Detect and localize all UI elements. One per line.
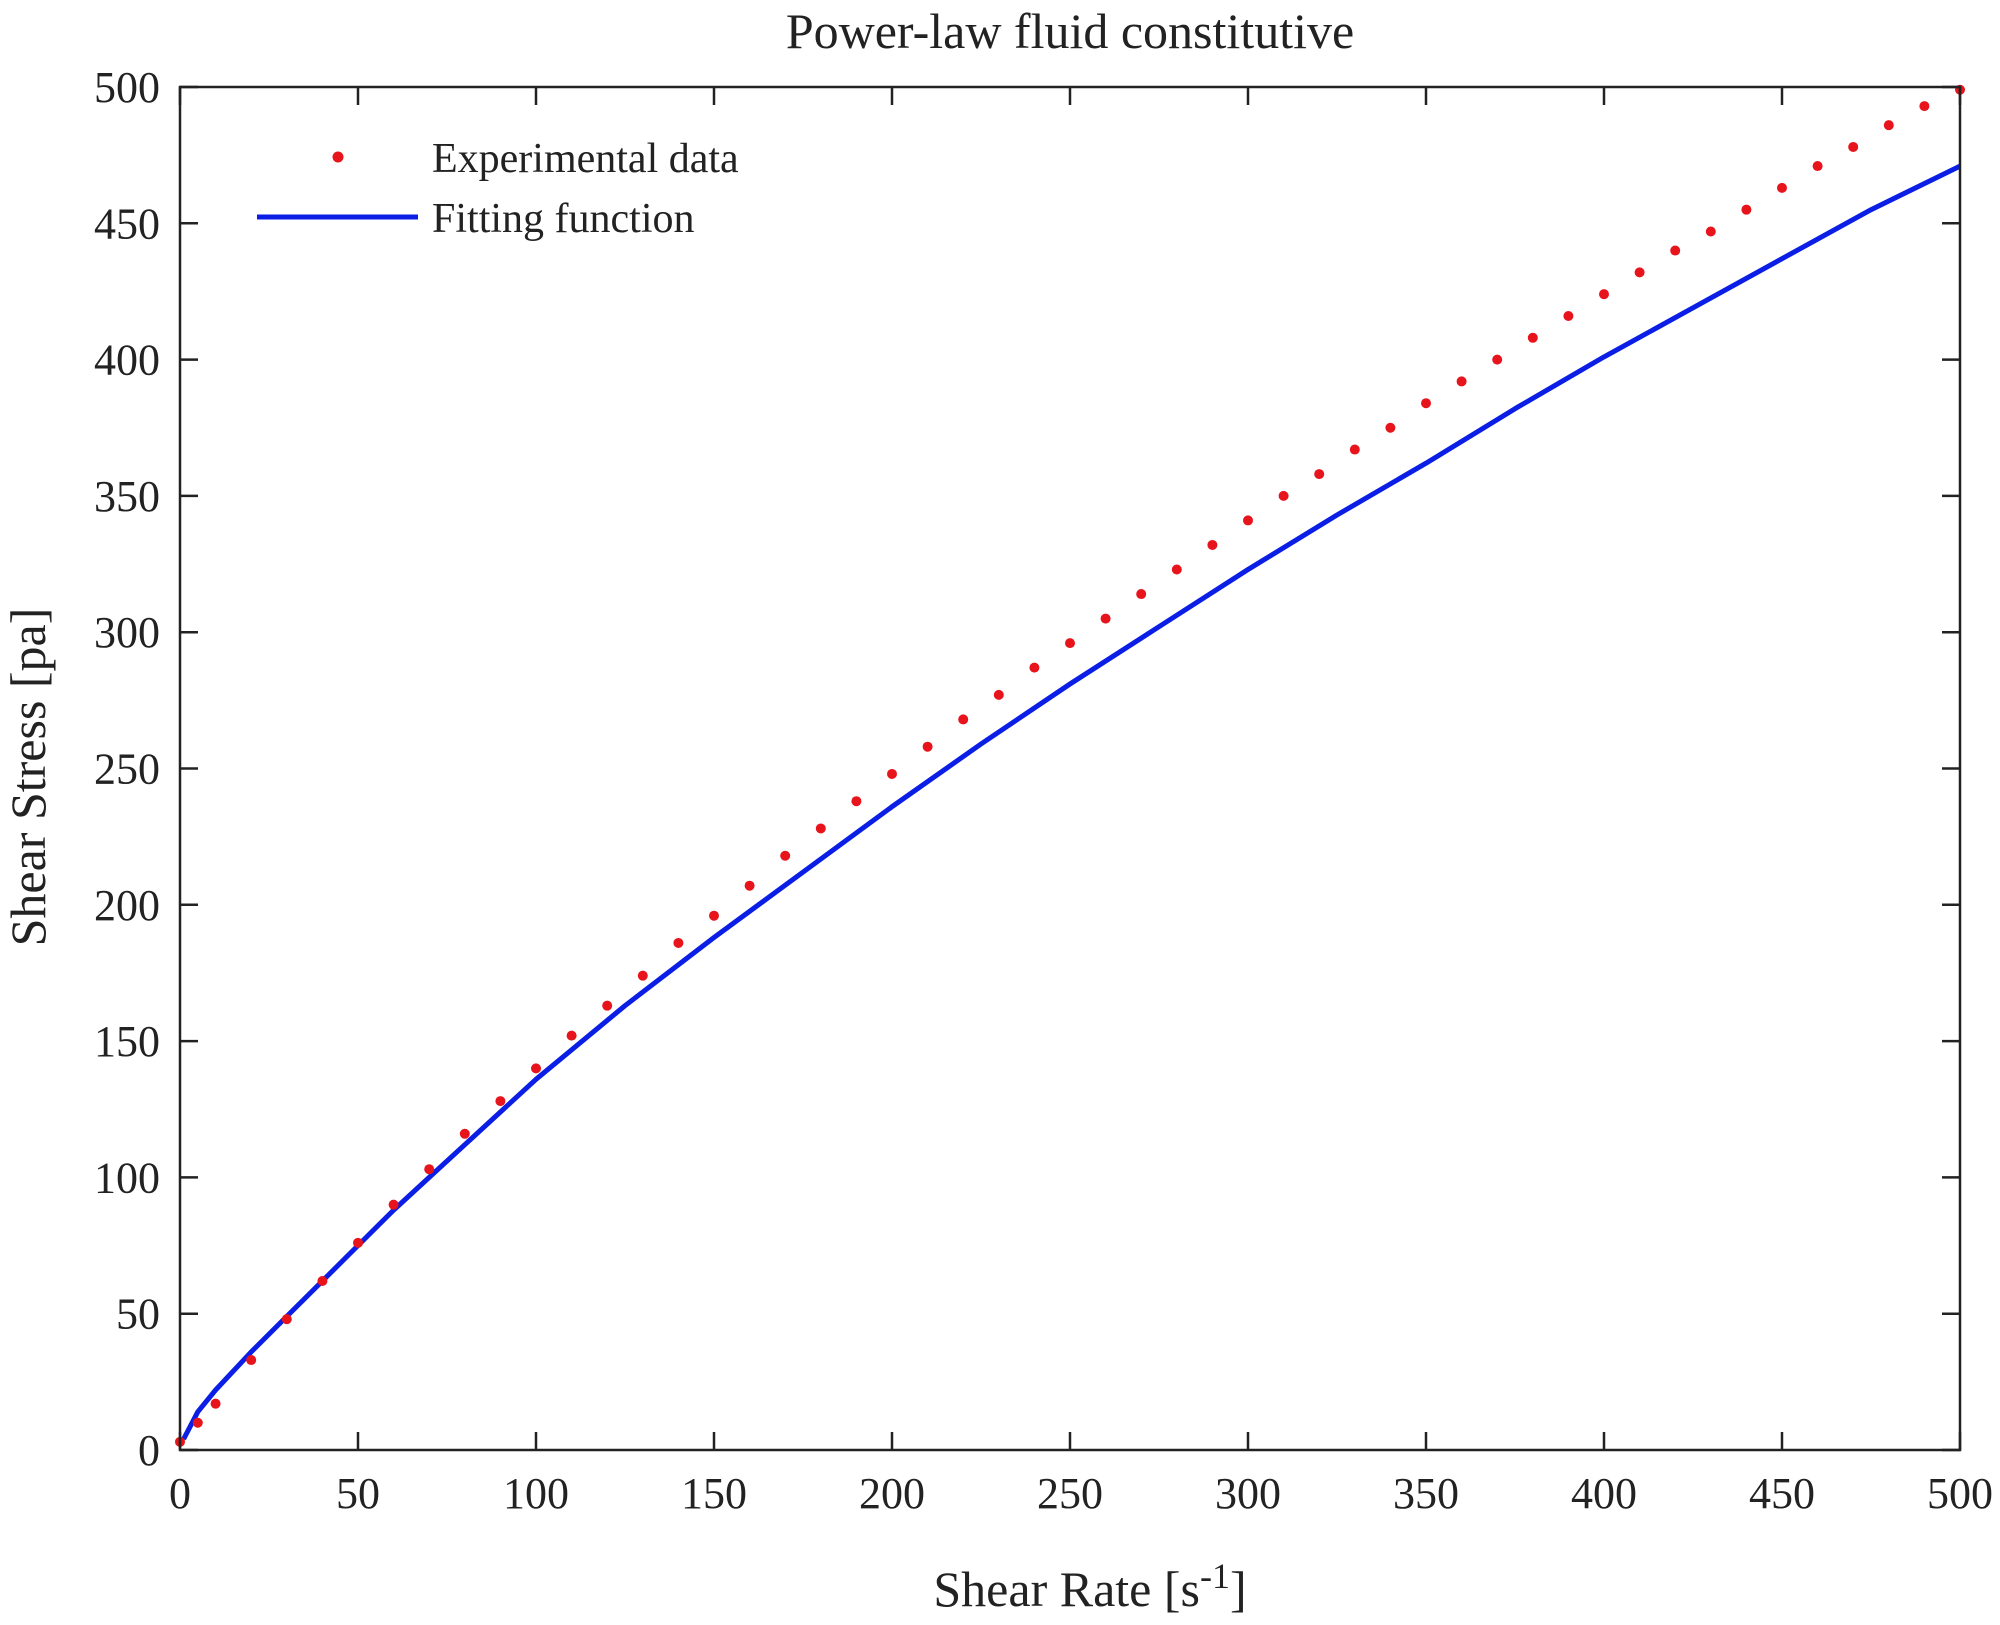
data-point [1456, 376, 1467, 387]
data-point [1385, 422, 1396, 433]
data-point [851, 796, 862, 807]
y-tick-label: 350 [94, 472, 160, 521]
y-tick-label: 150 [94, 1017, 160, 1066]
data-point [1136, 589, 1147, 600]
data-point [1207, 539, 1218, 550]
data-point [1243, 515, 1253, 526]
data-point [388, 1199, 399, 1210]
data-point [1741, 204, 1752, 215]
legend-label: Fitting function [432, 196, 695, 242]
y-tick-label: 300 [94, 608, 160, 657]
y-tick-label: 400 [94, 336, 160, 385]
data-point [1670, 245, 1681, 256]
data-point [1848, 141, 1859, 152]
chart-title: Power-law fluid constitutive [786, 3, 1354, 59]
y-tick-label: 50 [116, 1290, 160, 1339]
fit-line [181, 163, 1962, 1441]
data-point [993, 689, 1004, 700]
series-experimental-data [175, 84, 1965, 1447]
y-tick-label: 200 [94, 881, 160, 930]
x-tick-label: 500 [1927, 1469, 1993, 1518]
legend-label: Experimental data [432, 136, 739, 182]
data-point [922, 741, 933, 752]
legend: Experimental data Fitting function [257, 136, 739, 242]
data-point [495, 1096, 506, 1107]
data-point [1634, 267, 1645, 278]
data-point [958, 714, 969, 725]
x-tick-label: 50 [336, 1469, 380, 1518]
data-point [744, 880, 755, 891]
data-point [1563, 310, 1574, 321]
x-tick-label: 0 [169, 1469, 191, 1518]
data-point [1278, 490, 1289, 501]
data-point [602, 1000, 613, 1011]
legend-marker-dot [332, 151, 344, 163]
y-axis-label: Shear Stress [pa] [0, 608, 56, 947]
data-point [281, 1314, 292, 1325]
data-point [815, 823, 826, 834]
data-point [1812, 161, 1823, 172]
x-tick-label: 450 [1749, 1469, 1815, 1518]
data-point [1171, 564, 1182, 575]
y-tick-label: 500 [94, 63, 160, 112]
data-point [424, 1164, 435, 1175]
data-point [673, 937, 684, 948]
data-point [1029, 662, 1040, 673]
y-tick-label: 100 [94, 1153, 160, 1202]
data-point [1777, 182, 1787, 193]
data-point [353, 1237, 363, 1248]
x-tick-label: 400 [1571, 1469, 1637, 1518]
x-tick-label: 200 [859, 1469, 925, 1518]
data-point [210, 1398, 221, 1409]
series-fitting-function [181, 163, 1962, 1441]
data-point [1100, 613, 1111, 624]
data-point [531, 1063, 541, 1074]
axis-ticks [178, 85, 1962, 1452]
data-point [637, 970, 648, 981]
x-axis-tick-labels: 0 50 100 150 200 250 300 350 400 450 500 [169, 1469, 1993, 1518]
data-point [566, 1030, 577, 1041]
x-tick-label: 300 [1215, 1469, 1281, 1518]
y-tick-label: 450 [94, 199, 160, 248]
data-point [1527, 332, 1538, 343]
data-point [887, 768, 897, 779]
x-axis-label: Shear Rate [s-1] [933, 1556, 1246, 1617]
x-tick-label: 350 [1393, 1469, 1459, 1518]
y-axis-tick-labels: 0 50 100 150 200 250 300 350 400 450 500 [94, 63, 160, 1475]
data-point [192, 1417, 203, 1428]
y-tick-label: 0 [138, 1426, 160, 1475]
legend-item-experimental-data: Experimental data [332, 136, 739, 182]
x-tick-label: 250 [1037, 1469, 1103, 1518]
y-tick-label: 250 [94, 745, 160, 794]
x-tick-label: 150 [681, 1469, 747, 1518]
data-point [1065, 638, 1075, 649]
data-point [317, 1275, 328, 1286]
legend-item-fitting-function: Fitting function [257, 196, 695, 242]
data-point [709, 910, 719, 921]
data-point [1314, 469, 1325, 480]
data-point [1349, 444, 1360, 455]
data-point [246, 1355, 257, 1366]
data-point [1492, 354, 1503, 365]
data-point [1705, 226, 1716, 237]
data-point [1883, 120, 1894, 131]
data-point [1421, 398, 1431, 409]
plot-frame [178, 85, 1962, 1452]
data-point [459, 1128, 470, 1139]
data-point [1919, 101, 1930, 112]
data-point [1599, 289, 1609, 300]
data-point [780, 850, 791, 861]
plot-area [175, 84, 1965, 1447]
x-tick-label: 100 [503, 1469, 569, 1518]
